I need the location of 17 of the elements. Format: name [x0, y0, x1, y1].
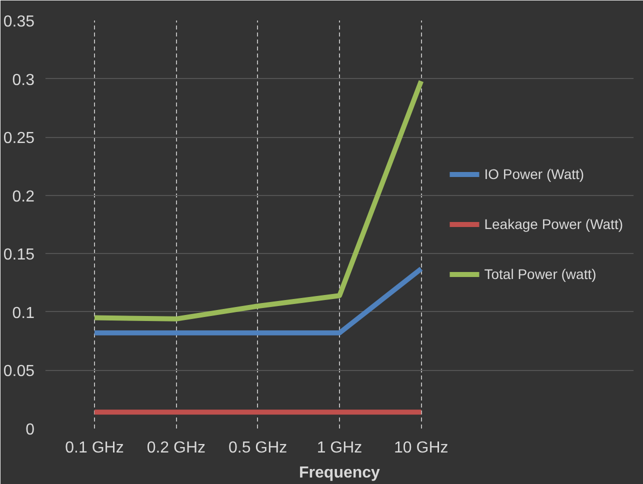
- x-axis-title: Frequency: [299, 464, 380, 482]
- y-tick-label: 0.25: [3, 130, 35, 148]
- x-tick-label: 0.2 GHz: [146, 440, 206, 456]
- x-tick-label: 0.1 GHz: [65, 440, 124, 456]
- y-tick-label: 0.35: [3, 14, 35, 30]
- legend-label: Total Power (watt): [484, 266, 596, 282]
- y-tick-label: 0.2: [12, 188, 35, 206]
- legend-label: Leakage Power (Watt): [484, 216, 623, 232]
- y-tick-label: 0: [26, 422, 35, 438]
- x-tick-label: 10 GHz: [394, 440, 448, 456]
- y-tick-label: 0.1: [12, 304, 35, 322]
- y-tick-label: 0.3: [12, 72, 35, 89]
- legend-label: IO Power (Watt): [484, 166, 584, 182]
- y-tick-label: 0.05: [3, 363, 35, 380]
- y-tick-label: 0.15: [3, 246, 35, 264]
- x-tick-label: 0.5 GHz: [228, 440, 288, 456]
- x-tick-label: 1 GHz: [316, 440, 362, 456]
